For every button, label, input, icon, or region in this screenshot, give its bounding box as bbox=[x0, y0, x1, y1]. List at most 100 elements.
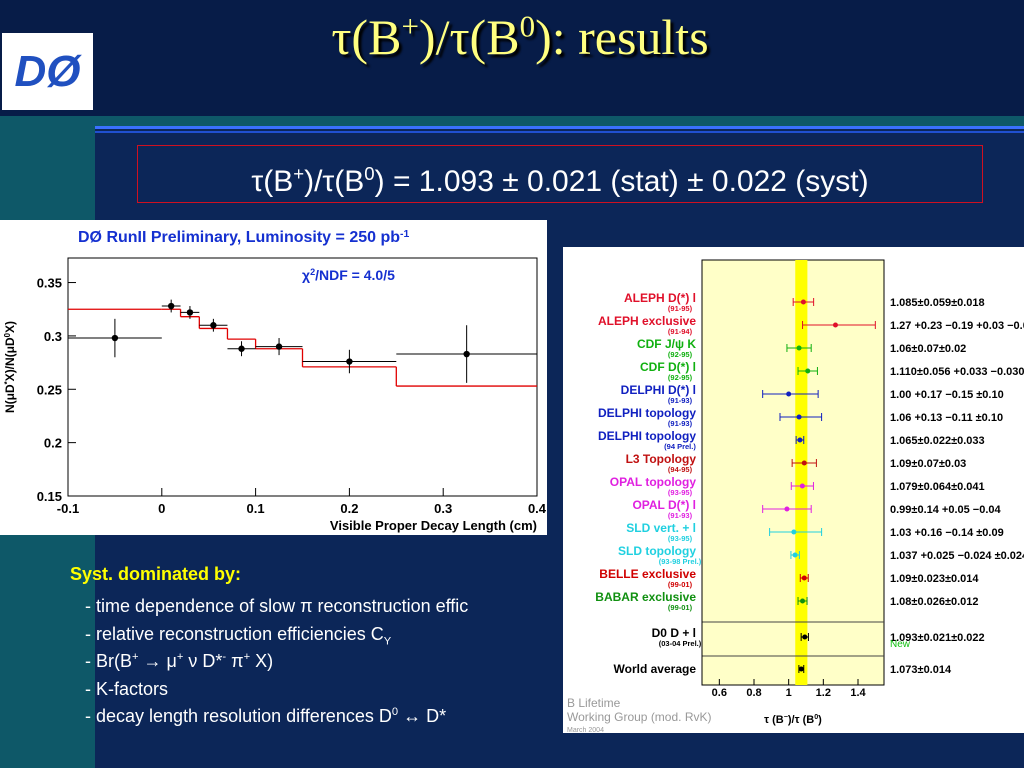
text-run: χ bbox=[302, 267, 310, 283]
value-label: 1.03 +0.16 −0.14 ±0.09 bbox=[890, 527, 1004, 539]
category-label: OPAL topology bbox=[610, 475, 697, 489]
category-label: DELPHI D(*) l bbox=[621, 383, 696, 397]
value-label: 1.06±0.07±0.02 bbox=[890, 343, 966, 355]
period-label: (91-93) bbox=[668, 396, 693, 405]
value-label: 1.09±0.023±0.014 bbox=[890, 573, 979, 585]
text-run: )/τ(B bbox=[418, 9, 520, 65]
period-label: (94-95) bbox=[668, 465, 693, 474]
value-label: 1.079±0.064±0.041 bbox=[890, 481, 985, 493]
value-label: 1.065±0.022±0.033 bbox=[890, 435, 985, 447]
category-label: BABAR exclusive bbox=[595, 590, 696, 604]
period-label: (93-98 Prel.) bbox=[659, 557, 702, 566]
estimate bbox=[805, 368, 811, 374]
text-run: )/τ(B bbox=[304, 165, 365, 198]
text-run: ) = 1.093 ± 0.021 (stat) ± 0.022 (syst) bbox=[374, 165, 869, 198]
chart-title: DØ RunII Preliminary, Luminosity = 250 p… bbox=[78, 229, 409, 247]
estimate bbox=[832, 322, 838, 328]
estimate bbox=[797, 437, 803, 443]
category-label: SLD topology bbox=[618, 544, 696, 558]
value-label: 1.06 +0.13 −0.11 ±0.10 bbox=[890, 412, 1003, 424]
period-label: (99-01) bbox=[668, 580, 693, 589]
data-point bbox=[111, 334, 119, 342]
text-run: - decay length resolution differences D bbox=[85, 706, 392, 726]
x-tick-label: -0.1 bbox=[57, 501, 79, 516]
estimate bbox=[791, 529, 797, 535]
text-run: * bbox=[3, 380, 12, 384]
text-run: )/τ (B bbox=[788, 714, 814, 726]
estimate bbox=[800, 598, 806, 604]
text-run: - time dependence of slow π reconstructi… bbox=[85, 596, 469, 616]
text-run: + bbox=[176, 651, 184, 663]
x-tick-label: 0.2 bbox=[340, 501, 358, 516]
period-label: (92-95) bbox=[668, 373, 693, 382]
text-run: X) bbox=[3, 321, 17, 333]
text-run: 0 bbox=[391, 706, 399, 718]
period-label: (99-01) bbox=[668, 603, 693, 612]
footnote: Working Group (mod. RvK) bbox=[567, 710, 712, 724]
footnote: March 2004 bbox=[567, 727, 604, 733]
text-run: + bbox=[243, 651, 251, 663]
estimate bbox=[799, 483, 805, 489]
text-run: + bbox=[401, 8, 419, 44]
estimate bbox=[786, 391, 792, 397]
category-label: DELPHI topology bbox=[598, 429, 696, 443]
x-tick-label: 1.4 bbox=[850, 687, 866, 699]
period-label: (93-95) bbox=[668, 488, 693, 497]
data-point bbox=[346, 358, 353, 365]
period-label: (94 Prel.) bbox=[664, 442, 696, 451]
text-run: N(μD bbox=[3, 384, 17, 413]
text-run: + bbox=[132, 651, 139, 663]
x-tick-label: 0 bbox=[158, 501, 165, 516]
data-point bbox=[275, 343, 283, 350]
syst-item: - Br(B+ → μ+ ν D*- π+ X) bbox=[85, 651, 273, 672]
data-point bbox=[463, 350, 470, 358]
value-label: 1.09±0.07±0.03 bbox=[890, 458, 966, 470]
text-run: /NDF = 4.0/5 bbox=[315, 267, 395, 283]
y-tick-label: 0.15 bbox=[37, 489, 62, 504]
estimate bbox=[800, 299, 806, 305]
category-label: SLD vert. + l bbox=[626, 521, 696, 535]
data-point bbox=[210, 322, 217, 329]
syst-heading: Syst. dominated by: bbox=[70, 564, 242, 584]
value-label: 1.08±0.026±0.012 bbox=[890, 596, 979, 608]
plot-frame bbox=[67, 257, 538, 497]
syst-item: - K-factors bbox=[85, 679, 168, 700]
text-run: 0 bbox=[519, 8, 536, 44]
text-run: - K-factors bbox=[85, 678, 169, 699]
y-tick-label: 0.3 bbox=[44, 329, 62, 344]
slide-title: τ(B+)/τ(B0): results bbox=[0, 8, 1024, 66]
value-label: 1.27 +0.23 −0.19 +0.03 −0.02 bbox=[890, 320, 1024, 332]
text-run: τ(B bbox=[331, 9, 402, 65]
x-tick-label: 1 bbox=[786, 687, 792, 699]
text-run: ) bbox=[818, 714, 822, 726]
estimate bbox=[784, 506, 790, 512]
y-tick-label: 0.25 bbox=[37, 382, 62, 397]
x-axis-label: τ (B−)/τ (B0) bbox=[764, 713, 822, 726]
header-stripe bbox=[0, 116, 1024, 126]
text-run: ): results bbox=[535, 9, 709, 65]
plot-area bbox=[701, 259, 885, 686]
syst-item: - decay length resolution differences D0… bbox=[85, 706, 446, 727]
syst-item: - time dependence of slow π reconstructi… bbox=[85, 596, 468, 617]
text-run: 0 bbox=[814, 713, 818, 721]
estimate bbox=[801, 460, 807, 466]
text-run: τ(B bbox=[251, 165, 294, 198]
logo: DØ bbox=[2, 33, 93, 110]
text-run: X) bbox=[250, 651, 274, 671]
text-run: 2 bbox=[310, 267, 315, 277]
period-label: (91-95) bbox=[668, 304, 693, 313]
x-axis-label: Visible Proper Decay Length (cm) bbox=[330, 518, 537, 533]
x-tick-label: 0.3 bbox=[434, 501, 452, 516]
text-run: DØ RunII Preliminary, Luminosity = 250 p… bbox=[78, 229, 400, 246]
annotation: New bbox=[890, 639, 911, 650]
estimate bbox=[798, 666, 804, 672]
footnote: B Lifetime bbox=[567, 696, 621, 710]
estimate bbox=[792, 552, 798, 558]
estimate bbox=[802, 634, 808, 640]
data-point bbox=[186, 309, 194, 316]
x-tick-label: 1.2 bbox=[816, 687, 831, 699]
text-run: 0 bbox=[3, 332, 12, 337]
annotation: χ2/NDF = 4.0/5 bbox=[302, 267, 395, 283]
text-run: ν D* bbox=[183, 651, 223, 671]
value-label: 1.110±0.056 +0.033 −0.030 bbox=[890, 366, 1024, 378]
